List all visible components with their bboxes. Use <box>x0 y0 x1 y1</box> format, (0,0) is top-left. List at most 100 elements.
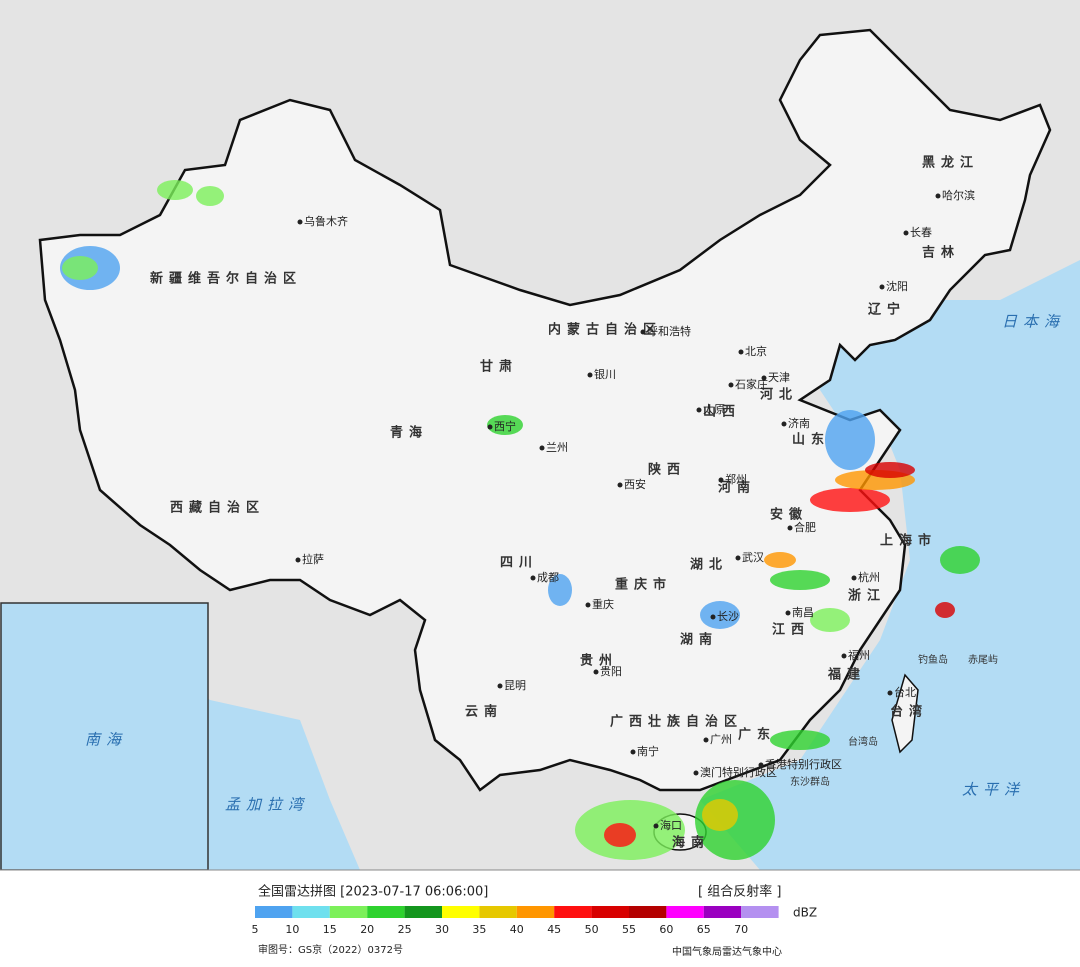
map-title: 全国雷达拼图 [2023-07-17 06:06:00] <box>258 884 488 900</box>
legend-swatch <box>591 906 629 918</box>
legend-tick-label: 15 <box>323 923 337 936</box>
region-label: 青海 <box>390 425 428 441</box>
radar-echo <box>548 574 572 606</box>
radar-echo <box>770 570 830 590</box>
legend-swatch <box>479 906 517 918</box>
legend-swatch <box>367 906 405 918</box>
legend-swatch <box>629 906 667 918</box>
radar-echo <box>810 488 890 512</box>
citie-label: 香港特别行政区 <box>765 757 842 771</box>
city-marker <box>887 690 893 696</box>
citie-label: 南宁 <box>637 744 659 758</box>
citie-label: 武汉 <box>742 551 764 564</box>
region-label: 四川 <box>500 556 538 571</box>
citie-label: 济南 <box>788 416 810 430</box>
citie-label: 兰州 <box>546 441 568 454</box>
legend-tick-label: 50 <box>585 923 599 936</box>
citie-label: 石家庄 <box>735 377 768 391</box>
legend-tick-label: 60 <box>659 923 673 936</box>
city-marker <box>653 823 659 829</box>
citie-label: 乌鲁木齐 <box>304 214 348 228</box>
legend-swatch <box>442 906 480 918</box>
city-marker <box>297 219 303 225</box>
citie-label: 拉萨 <box>302 552 324 566</box>
legend-unit: dBZ <box>793 906 817 920</box>
city-marker <box>935 193 941 199</box>
city-marker <box>718 477 724 483</box>
radar-echo <box>62 256 98 280</box>
citie-label: 杭州 <box>858 570 880 584</box>
legend-panel <box>0 870 1080 967</box>
city-marker <box>841 653 847 659</box>
legend-tick-label: 45 <box>547 923 561 936</box>
legend-swatch <box>741 906 779 918</box>
region-label: 甘肃 <box>480 359 518 375</box>
citie-label: 哈尔滨 <box>942 188 975 202</box>
citie-label: 台北 <box>894 685 916 699</box>
region-label: 陕西 <box>648 462 686 478</box>
sea-label: 孟加拉湾 <box>225 796 309 814</box>
island-label: 东沙群岛 <box>790 775 830 788</box>
city-marker <box>781 421 787 427</box>
citie-label: 长春 <box>910 226 932 239</box>
city-marker <box>703 737 709 743</box>
city-marker <box>761 375 767 381</box>
city-marker <box>903 230 909 236</box>
city-marker <box>879 284 885 290</box>
citie-label: 重庆 <box>592 597 614 611</box>
city-marker <box>785 610 791 616</box>
city-marker <box>587 372 593 378</box>
region-label: 西藏自治区 <box>170 500 265 516</box>
region-label: 河南 <box>718 480 756 496</box>
region-label: 上海市 <box>880 533 937 549</box>
review-number: 审图号：GS京（2022）0372号 <box>258 943 403 956</box>
radar-echo <box>196 186 224 206</box>
citie-label: 海口 <box>660 818 682 832</box>
region-label: 辽宁 <box>868 302 906 318</box>
citie-label: 福州 <box>848 648 870 662</box>
citie-label: 银川 <box>594 367 616 381</box>
radar-echo <box>865 462 915 478</box>
city-marker <box>640 329 646 335</box>
city-marker <box>487 424 493 430</box>
citie-label: 南昌 <box>792 606 814 619</box>
city-marker <box>738 349 744 355</box>
region-label: 广西壮族自治区 <box>610 714 743 730</box>
city-marker <box>593 669 599 675</box>
city-marker <box>497 683 503 689</box>
taiwan-island <box>891 673 919 754</box>
legend-tick-label: 40 <box>510 923 524 936</box>
radar-echo <box>764 552 796 568</box>
region-label: 广东 <box>738 727 776 743</box>
south-china-sea-inset <box>0 602 209 871</box>
legend-swatch <box>292 906 330 918</box>
legend-tick-label: 5 <box>252 923 259 936</box>
legend-tick-label: 25 <box>398 923 412 936</box>
legend-swatch <box>666 906 704 918</box>
region-label: 内蒙古自治区 <box>548 322 662 338</box>
radar-echo <box>700 601 740 629</box>
region-label: 黑龙江 <box>922 155 979 171</box>
island-label: 钓鱼岛 <box>918 653 948 666</box>
region-label: 浙江 <box>848 588 886 604</box>
city-marker <box>851 575 857 581</box>
legend-tick-label: 55 <box>622 923 636 936</box>
island-label: 赤尾屿 <box>968 654 998 666</box>
sea-label: 太平洋 <box>962 781 1025 799</box>
sea-label: 日本海 <box>1002 313 1065 331</box>
citie-label: 长沙 <box>717 610 739 623</box>
region-label: 安徽 <box>770 507 808 523</box>
city-marker <box>787 525 793 531</box>
city-marker <box>728 382 734 388</box>
radar-echo <box>825 410 875 470</box>
citie-label: 郑州 <box>725 472 747 486</box>
citie-label: 西安 <box>624 477 646 491</box>
sea-label: 南海 <box>85 731 127 749</box>
legend-tick-label: 10 <box>285 923 299 936</box>
region-label: 江西 <box>772 622 810 638</box>
radar-echo <box>810 608 850 632</box>
region-label: 贵州 <box>580 653 618 669</box>
region-label: 湖南 <box>680 632 718 648</box>
